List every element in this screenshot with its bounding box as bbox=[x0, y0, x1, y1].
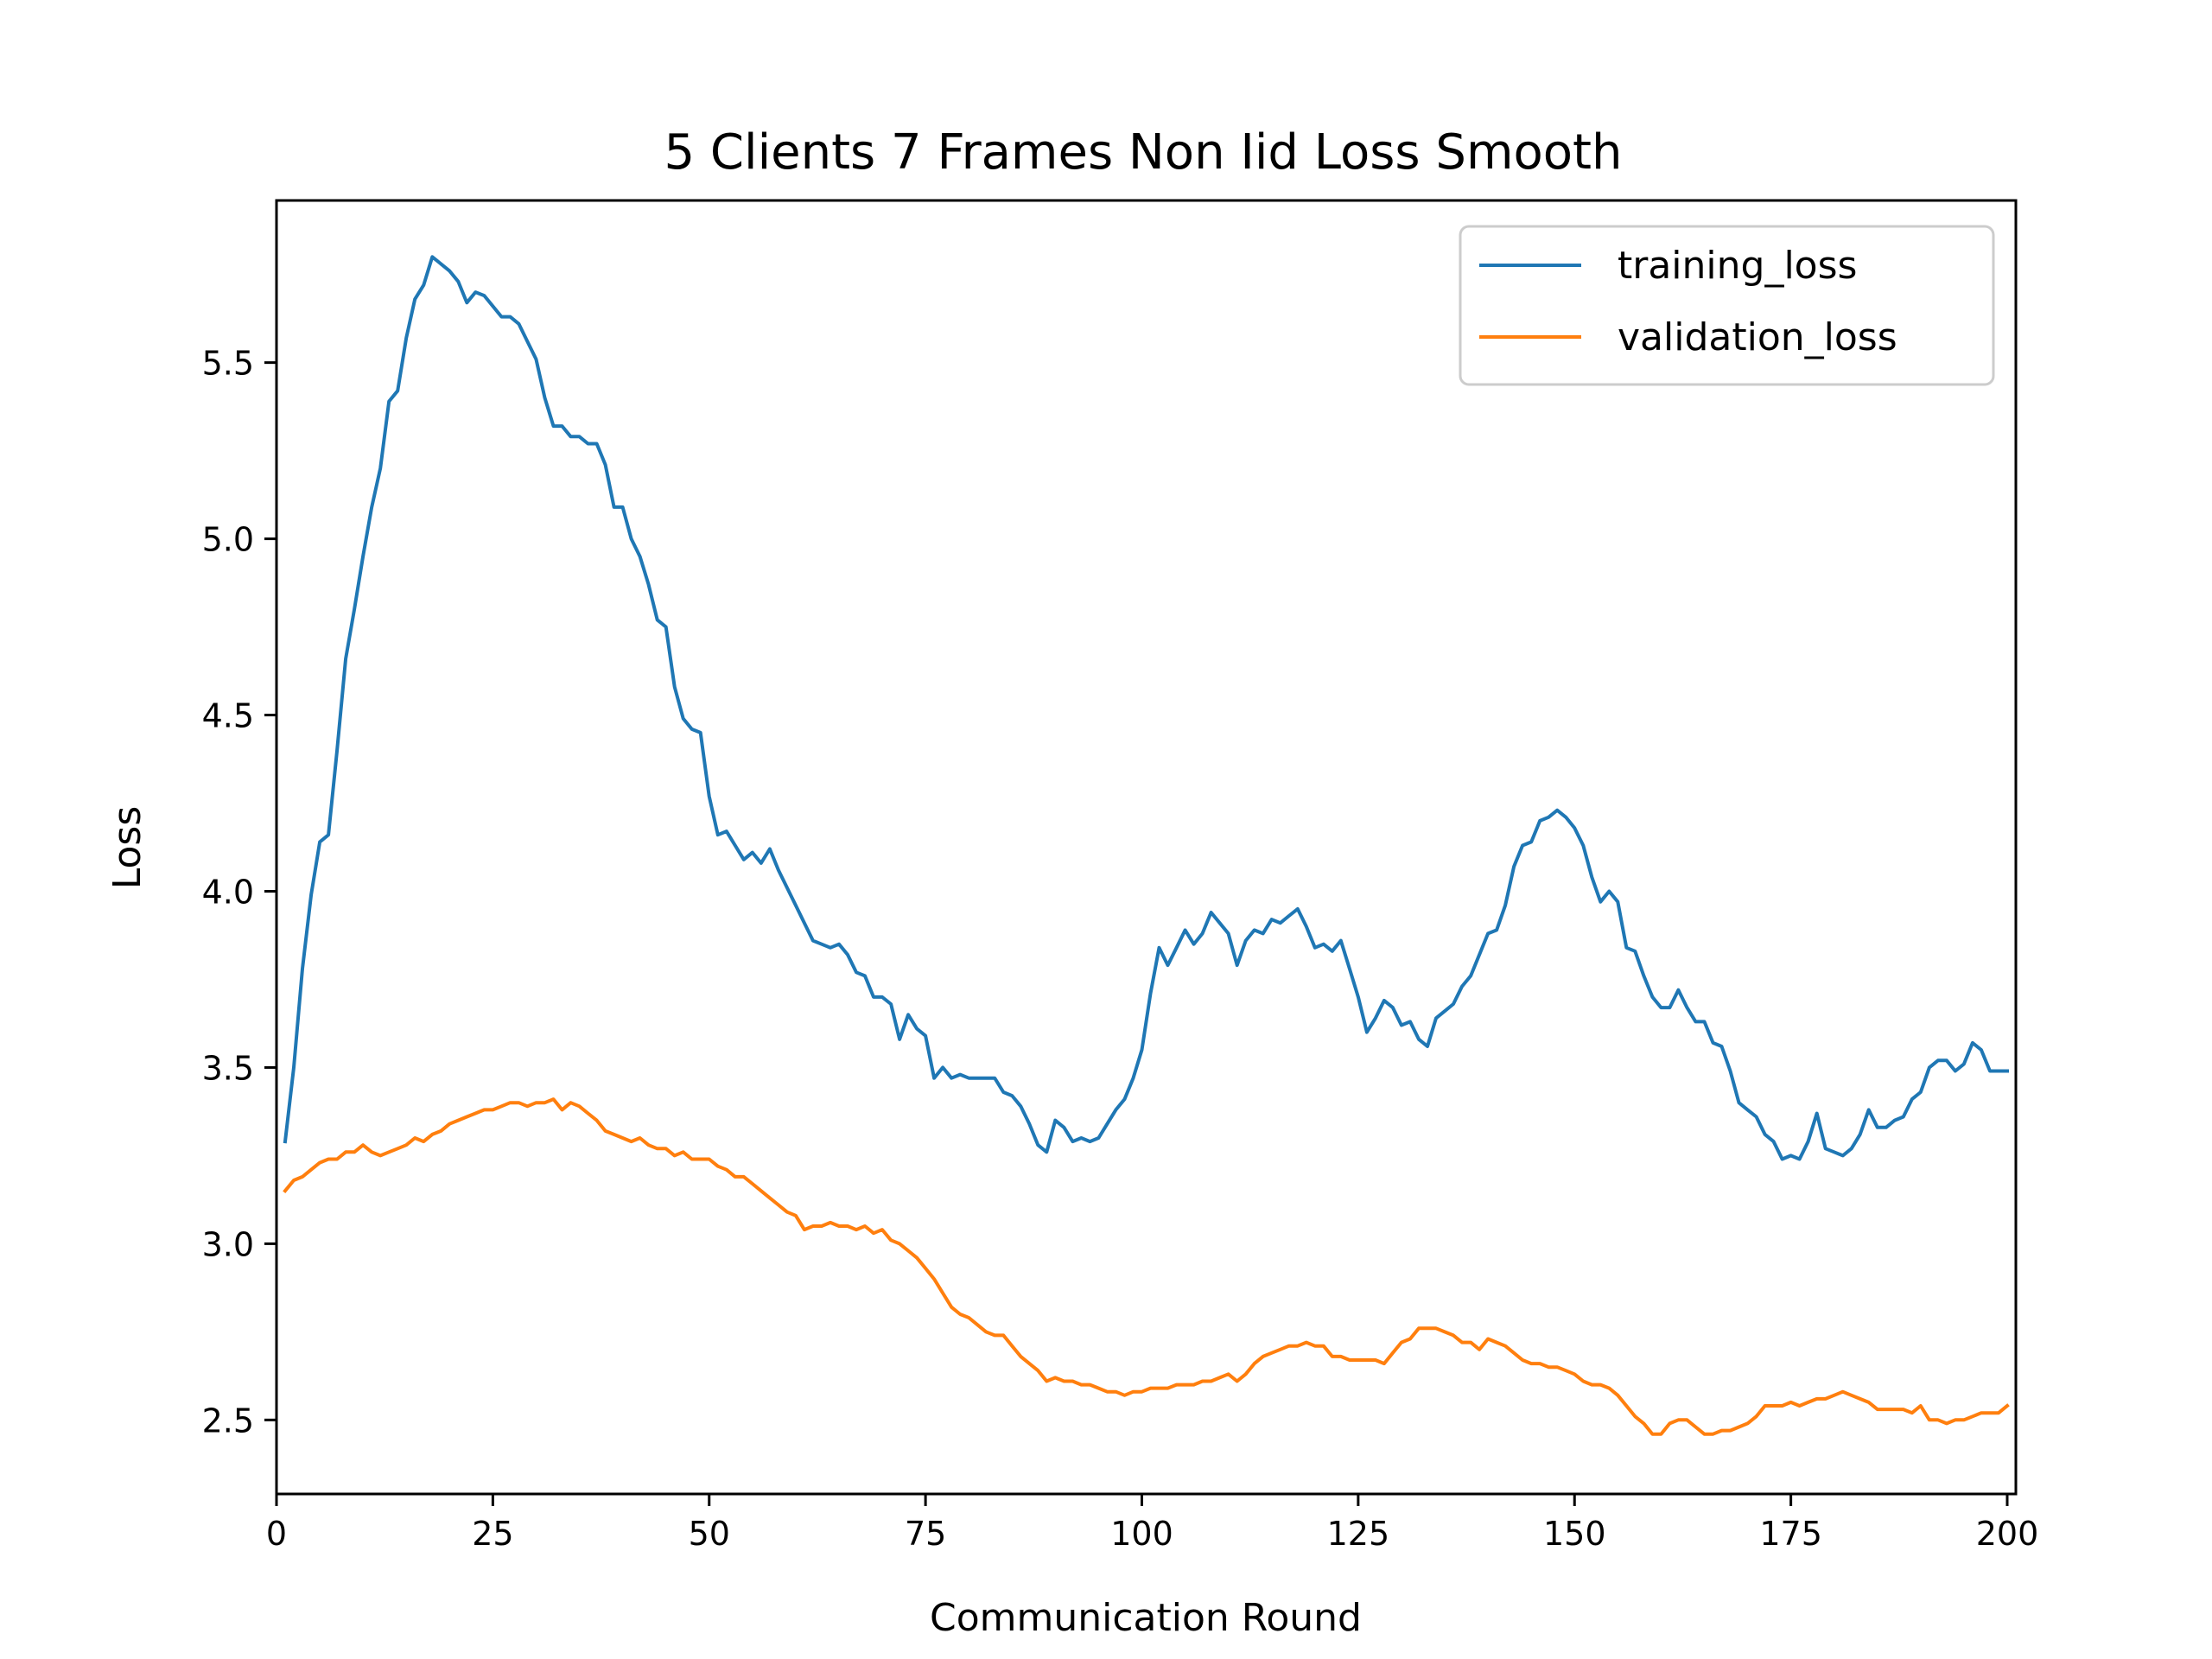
x-tick-label-75: 75 bbox=[905, 1515, 946, 1553]
legend: training_loss validation_loss bbox=[1459, 225, 1995, 386]
legend-label-validation-loss: validation_loss bbox=[1618, 315, 1897, 359]
legend-box bbox=[1459, 225, 1995, 386]
y-tick-label-4-0: 4.0 bbox=[202, 873, 254, 911]
y-tick-label-3-5: 3.5 bbox=[202, 1049, 254, 1087]
y-axis: 2.5 3.0 3.5 4.0 4.5 5.0 5.5 bbox=[202, 345, 276, 1440]
y-axis-title: Loss bbox=[105, 806, 149, 890]
x-axis-title: Communication Round bbox=[930, 1596, 1362, 1640]
y-tick-label-2-5: 2.5 bbox=[202, 1402, 254, 1440]
series-line-training-loss bbox=[283, 255, 2009, 1161]
x-tick-label-0: 0 bbox=[266, 1515, 287, 1553]
x-axis: 0 25 50 75 100 125 150 175 200 bbox=[266, 1494, 2038, 1553]
y-tick-label-5-0: 5.0 bbox=[202, 521, 254, 559]
x-tick-label-50: 50 bbox=[689, 1515, 730, 1553]
series-line-validation-loss bbox=[283, 1097, 2010, 1436]
x-tick-label-175: 175 bbox=[1759, 1515, 1822, 1553]
x-tick-label-100: 100 bbox=[1110, 1515, 1173, 1553]
chart-title: 5 Clients 7 Frames Non Iid Loss Smooth bbox=[664, 124, 1623, 181]
plot-area-frame bbox=[275, 199, 2018, 1496]
x-tick-label-200: 200 bbox=[1976, 1515, 2039, 1553]
plot-series-group bbox=[283, 255, 2010, 1436]
y-tick-label-3-0: 3.0 bbox=[202, 1225, 254, 1263]
y-tick-label-4-5: 4.5 bbox=[202, 697, 254, 735]
y-tick-label-5-5: 5.5 bbox=[202, 345, 254, 383]
x-tick-label-125: 125 bbox=[1327, 1515, 1390, 1553]
legend-label-training-loss: training_loss bbox=[1618, 244, 1857, 288]
x-tick-label-25: 25 bbox=[472, 1515, 513, 1553]
x-tick-label-150: 150 bbox=[1543, 1515, 1606, 1553]
